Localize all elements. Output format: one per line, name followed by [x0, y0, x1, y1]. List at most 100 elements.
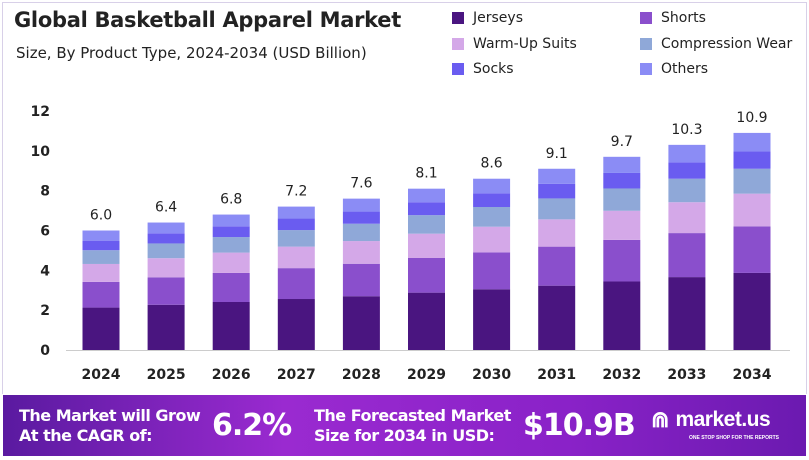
bar-segment-shorts: [408, 257, 445, 293]
bar-segment-warm-up-suits: [603, 210, 641, 240]
x-tick-label: 2028: [342, 367, 381, 383]
brand-tagline: ONE STOP SHOP FOR THE REPORTS: [689, 435, 780, 441]
legend-item: Jerseys: [452, 10, 523, 26]
bar-segment-compression-wear: [473, 206, 511, 227]
legend-item: Socks: [452, 61, 514, 77]
legend-swatch: [640, 12, 652, 24]
cagr-label-line2: At the CAGR of:: [19, 426, 153, 445]
forecast-value: $10.9B: [523, 408, 636, 443]
bar-segment-socks: [82, 240, 120, 251]
bar-segment-jerseys: [733, 272, 771, 350]
bar-segment-others: [212, 214, 250, 227]
bar-segment-jerseys: [342, 296, 380, 350]
y-tick-label: 6: [40, 224, 50, 240]
y-tick-label: 4: [40, 263, 50, 279]
bar-segment-socks: [603, 172, 641, 189]
y-tick-label: 10: [31, 144, 51, 160]
bar-segment-compression-wear: [538, 198, 576, 220]
bar-segment-socks: [668, 162, 706, 179]
legend-swatch: [452, 63, 464, 75]
legend-label: Socks: [473, 61, 514, 77]
bar-total-label: 7.2: [285, 184, 307, 200]
bar-total-label: 9.7: [611, 134, 633, 150]
bar-total-label: 6.0: [90, 208, 112, 224]
legend-swatch: [640, 37, 652, 50]
brand-name: market.us: [675, 408, 771, 431]
x-tick-label: 2025: [147, 367, 186, 383]
bar-segment-jerseys: [408, 292, 445, 350]
bar-total-label: 8.1: [415, 166, 437, 182]
bar-segment-shorts: [733, 226, 771, 273]
x-tick-label: 2031: [537, 367, 576, 383]
bar-segment-compression-wear: [277, 230, 315, 247]
bar-segment-jerseys: [82, 307, 120, 350]
bar-segment-socks: [408, 202, 445, 216]
x-tick-label: 2027: [277, 367, 316, 383]
bar-segment-warm-up-suits: [668, 202, 706, 234]
bar-segment-others: [538, 168, 576, 184]
bar-segment-compression-wear: [408, 215, 445, 234]
legend-label: Shorts: [661, 10, 706, 26]
bar-segment-compression-wear: [733, 168, 771, 194]
x-tick-label: 2029: [407, 367, 446, 383]
bar-segment-jerseys: [473, 289, 511, 350]
chart-subtitle: Size, By Product Type, 2024-2034 (USD Bi…: [16, 44, 367, 62]
bar-segment-shorts: [342, 263, 380, 297]
bar-segment-others: [733, 132, 771, 152]
bar-segment-shorts: [603, 239, 641, 282]
bar-segment-warm-up-suits: [147, 258, 185, 278]
bar-segment-others: [473, 178, 511, 194]
chart-frame: [2, 2, 807, 394]
bar-segment-socks: [147, 233, 185, 244]
legend-label: Others: [661, 61, 709, 77]
bar-segment-socks: [473, 193, 511, 207]
cagr-value: 6.2%: [212, 408, 292, 443]
bar-segment-socks: [538, 183, 576, 199]
bar-segment-warm-up-suits: [733, 193, 771, 227]
bar-segment-shorts: [212, 272, 250, 303]
bar-segment-compression-wear: [603, 188, 641, 211]
bar-segment-warm-up-suits: [342, 241, 380, 264]
bar-segment-socks: [277, 218, 315, 231]
bar-segment-warm-up-suits: [277, 246, 315, 269]
bar-segment-compression-wear: [82, 250, 120, 264]
bar-segment-socks: [212, 226, 250, 238]
bar-segment-socks: [733, 151, 771, 169]
bar-segment-socks: [342, 211, 380, 224]
bar-segment-others: [342, 198, 380, 212]
brand-logo-icon: ⋒: [651, 407, 670, 432]
cagr-label-line1: The Market will Grow: [19, 406, 201, 425]
bar-segment-shorts: [82, 281, 120, 308]
bar-segment-jerseys: [668, 277, 706, 350]
bar-total-label: 6.4: [155, 200, 177, 216]
bar-segment-warm-up-suits: [538, 219, 576, 247]
bar-segment-shorts: [668, 233, 706, 278]
bar-segment-shorts: [473, 252, 511, 290]
bar-segment-others: [147, 222, 185, 234]
legend-swatch: [640, 63, 652, 75]
bar-segment-jerseys: [277, 299, 315, 350]
brand-logo: ⋒ market.us ONE STOP SHOP FOR THE REPORT…: [651, 407, 779, 441]
forecast-label: The Forecasted Market Size for 2034 in US…: [314, 406, 511, 446]
bar-segment-jerseys: [603, 281, 641, 350]
legend-swatch: [452, 37, 464, 50]
bar-segment-shorts: [538, 246, 576, 286]
bar-total-label: 6.8: [220, 192, 242, 208]
bar-segment-compression-wear: [668, 178, 706, 203]
bar-segment-jerseys: [212, 302, 250, 350]
y-tick-label: 2: [40, 303, 50, 319]
x-tick-label: 2034: [733, 367, 772, 383]
bar-segment-others: [603, 156, 641, 173]
bar-total-label: 10.9: [736, 110, 767, 126]
bar-segment-others: [82, 230, 120, 241]
bar-segment-warm-up-suits: [212, 252, 250, 273]
bar-segment-jerseys: [147, 304, 185, 350]
forecast-label-line1: The Forecasted Market: [314, 406, 511, 425]
bar-segment-shorts: [147, 277, 185, 305]
bar-total-label: 7.6: [350, 176, 372, 192]
legend-label: Warm-Up Suits: [473, 35, 577, 52]
legend-item: Shorts: [640, 10, 706, 26]
x-tick-label: 2026: [212, 367, 251, 383]
x-tick-label: 2024: [82, 367, 121, 383]
bar-total-label: 10.3: [671, 122, 702, 138]
